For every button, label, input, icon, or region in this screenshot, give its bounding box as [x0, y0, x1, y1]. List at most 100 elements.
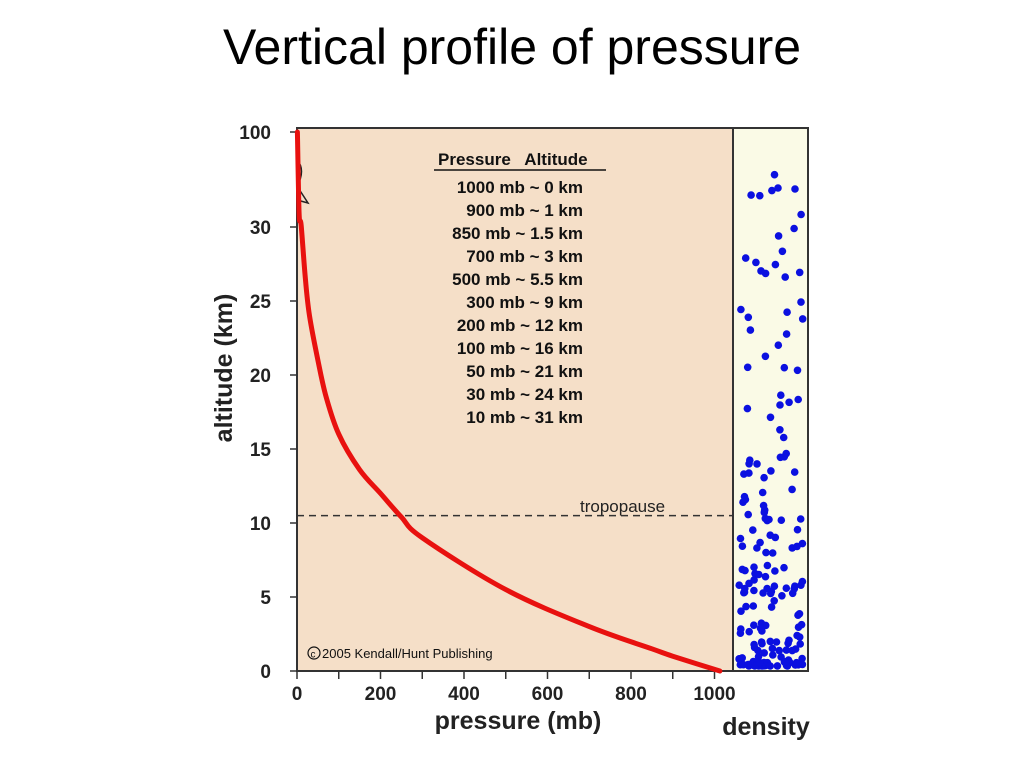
density-dot [775, 646, 783, 655]
density-dot [746, 326, 755, 334]
x-tick-label: 0 [292, 684, 303, 705]
density-dot [736, 534, 745, 543]
density-dot [783, 308, 791, 317]
density-dot [766, 413, 775, 422]
density-dot [766, 637, 775, 646]
density-dot [784, 639, 792, 648]
density-dot [744, 510, 752, 519]
density-dot [797, 620, 806, 629]
density-dot [793, 366, 802, 375]
density-dot [749, 602, 758, 610]
density-dot [770, 170, 779, 179]
y-tick-label: 30 [250, 218, 271, 239]
density-dot [794, 395, 802, 404]
density-dot [778, 592, 786, 600]
density-dot [798, 654, 806, 663]
table-row: 850 mb ~ 1.5 km [452, 224, 583, 243]
density-dot [776, 426, 784, 434]
density-dot [772, 638, 781, 646]
density-dot [753, 460, 761, 468]
density-dot [798, 577, 807, 586]
density-dot [765, 515, 773, 524]
table-row: 200 mb ~ 12 km [457, 316, 583, 335]
density-dot [735, 655, 743, 663]
density-dot [773, 662, 782, 670]
density-dot [780, 658, 789, 666]
density-dot [777, 516, 786, 524]
density-dot [790, 468, 799, 476]
density-dot [796, 515, 805, 523]
copyright-symbol: c [311, 650, 316, 661]
density-dot [742, 602, 750, 611]
table-row: 700 mb ~ 3 km [466, 247, 583, 266]
density-dot [744, 313, 753, 322]
pressure-altitude-table: Pressure Altitude 1000 mb ~ 0 km 900 mb ~… [434, 150, 606, 427]
density-dot [737, 305, 745, 314]
density-dot [798, 660, 807, 669]
density-dot [750, 643, 759, 652]
density-dot [770, 582, 779, 590]
y-tick-label: 15 [250, 440, 272, 461]
y-tick-label: 0 [260, 662, 271, 683]
density-dot [774, 184, 782, 192]
density-dot [757, 267, 765, 275]
density-dot [754, 652, 763, 661]
density-dot [738, 542, 747, 550]
y-axis-title: altitude (km) [210, 294, 238, 443]
density-dot [788, 646, 796, 655]
density-dot [779, 433, 788, 442]
copyright-notice: c 2005 Kendall/Hunt Publishing [307, 646, 493, 661]
density-dot [774, 232, 783, 240]
density-dot [759, 501, 768, 510]
density-dot [781, 273, 789, 281]
tropopause-label: tropopause [580, 497, 665, 516]
density-dot [793, 525, 802, 534]
table-row: 900 mb ~ 1 km [466, 201, 583, 220]
density-dot [767, 603, 776, 611]
density-dot [761, 572, 770, 581]
density-dot [750, 563, 758, 571]
density-dot [749, 526, 757, 534]
x-tick-label: 800 [615, 684, 647, 705]
x-axis-ticks: 0 200 400 600 800 1000 [292, 671, 736, 705]
x-tick-label: 600 [532, 684, 564, 705]
density-dot [798, 539, 807, 548]
density-dot [756, 624, 765, 633]
density-dot [771, 533, 780, 542]
x-tick-label: 200 [365, 684, 397, 705]
density-dot [776, 401, 784, 409]
table-row: 1000 mb ~ 0 km [457, 178, 583, 197]
density-dot [758, 488, 767, 497]
density-dot [771, 260, 780, 269]
density-dot [750, 586, 758, 595]
density-dot [746, 456, 754, 465]
density-dot [747, 191, 755, 199]
density-dot [763, 561, 772, 570]
density-dot [768, 186, 776, 195]
plot-background [296, 127, 734, 672]
density-dot [782, 584, 791, 592]
density-dot [767, 467, 775, 475]
density-dot [735, 581, 743, 589]
density-dot [753, 544, 761, 552]
y-tick-label: 5 [260, 588, 271, 609]
density-dot [795, 268, 804, 277]
density-dot [790, 224, 798, 233]
density-dot [782, 330, 791, 338]
x-tick-label: 400 [448, 684, 480, 705]
density-dot [792, 658, 801, 667]
density-dot [755, 570, 763, 579]
table-row: 500 mb ~ 5.5 km [452, 270, 583, 289]
table-row: 300 mb ~ 9 km [466, 293, 583, 312]
y-tick-label: 10 [250, 514, 271, 535]
y-tick-label: 20 [250, 366, 271, 387]
density-dot [778, 247, 787, 256]
density-dot [739, 498, 747, 507]
density-dot [759, 589, 767, 597]
density-dot [752, 258, 760, 267]
density-dot [798, 315, 807, 323]
density-dot [760, 508, 769, 517]
density-dots [735, 170, 807, 670]
density-dot [780, 563, 788, 572]
